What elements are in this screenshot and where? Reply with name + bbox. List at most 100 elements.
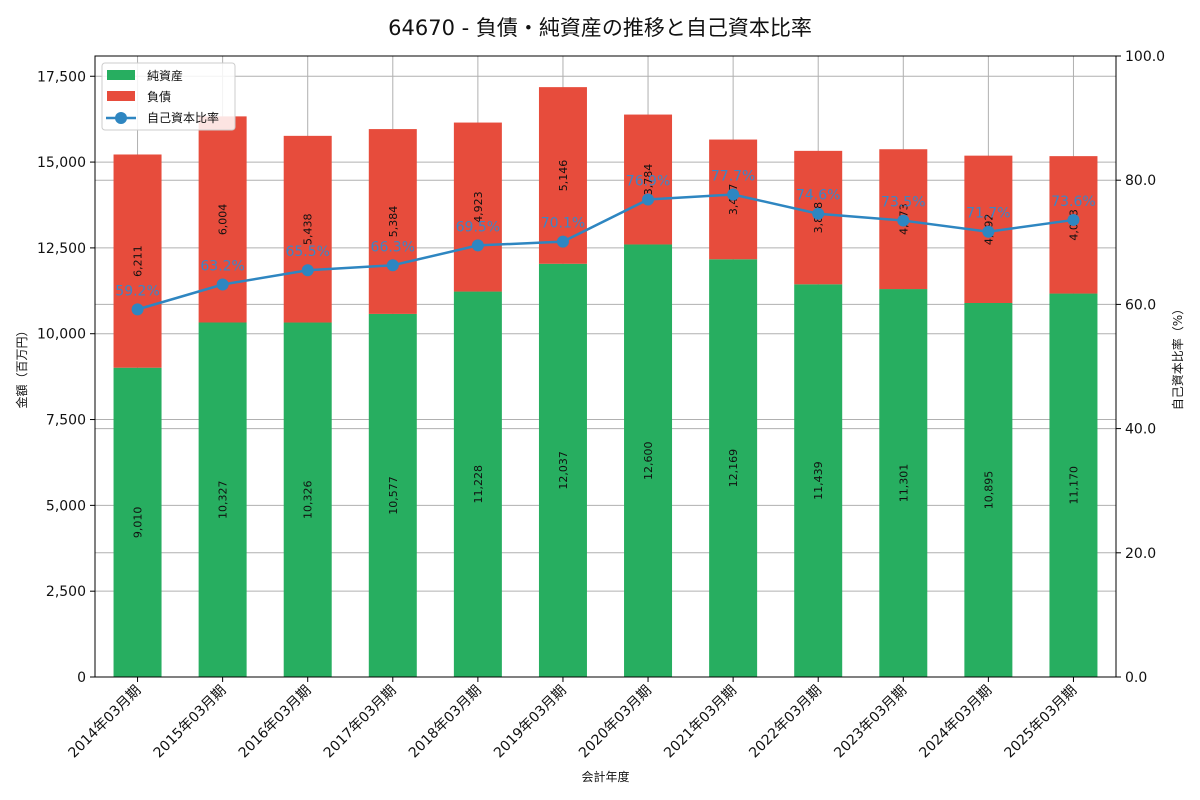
- bar-value-label: 6,004: [217, 204, 230, 236]
- ratio-marker: [982, 225, 995, 238]
- x-tick-label: 2018年03月期: [406, 683, 485, 762]
- ratio-label: 71.7%: [966, 206, 1010, 222]
- ratio-label: 66.3%: [371, 239, 415, 255]
- x-axis-label: 会計年度: [581, 769, 629, 784]
- y-axis-label: 金額（百万円）: [14, 324, 29, 408]
- ratio-marker: [301, 264, 314, 277]
- bar-liabilities: [113, 154, 162, 368]
- x-tick-label: 2025年03月期: [1001, 683, 1080, 762]
- bar-value-label: 5,384: [387, 206, 400, 238]
- y-tick-label: 7,500: [46, 413, 86, 429]
- y2-tick-label: 40.0: [1125, 422, 1156, 438]
- x-tick-label: 2017年03月期: [321, 683, 400, 762]
- bar-liabilities: [283, 135, 332, 323]
- bar-equity: [879, 289, 928, 677]
- ratio-label: 73.5%: [881, 195, 925, 211]
- ratio-marker: [216, 278, 229, 291]
- legend-swatch-equity: [107, 70, 135, 80]
- x-tick-label: 2023年03月期: [831, 683, 910, 762]
- y2-tick-label: 20.0: [1125, 546, 1156, 562]
- ratio-marker: [642, 193, 655, 206]
- ratio-marker: [897, 214, 910, 227]
- x-tick-label: 2022年03月期: [746, 683, 825, 762]
- bar-value-label: 11,228: [472, 465, 485, 504]
- x-tick-label: 2021年03月期: [661, 683, 740, 762]
- bar-value-label: 10,327: [217, 480, 230, 518]
- bar-value-label: 9,010: [132, 507, 145, 539]
- legend-marker: [115, 112, 127, 124]
- plot-frame: [94, 55, 1117, 678]
- bar-equity: [1049, 293, 1098, 677]
- ratio-label: 74.6%: [796, 188, 840, 204]
- bar-equity: [794, 284, 843, 677]
- ratio-marker: [131, 303, 144, 316]
- legend-label: 負債: [147, 89, 171, 104]
- bar-equity: [709, 259, 758, 677]
- bar-value-label: 11,439: [812, 461, 825, 500]
- legend-box: [101, 62, 236, 131]
- bar-equity: [964, 302, 1013, 677]
- legend-label: 自己資本比率: [147, 110, 219, 125]
- bar-value-label: 10,895: [982, 471, 995, 510]
- ratio-marker: [386, 259, 399, 272]
- ratio-label: 59.2%: [115, 283, 159, 299]
- y2-tick-label: 100.0: [1125, 49, 1165, 65]
- bar-value-label: 4,923: [472, 191, 485, 223]
- legend-swatch-liabilities: [107, 91, 135, 101]
- ratio-line: [137, 193, 1074, 311]
- ratio-marker: [471, 239, 484, 252]
- bar-equity: [283, 322, 332, 677]
- bar-equity: [538, 263, 587, 677]
- ratio-label: 77.7%: [711, 168, 755, 184]
- x-tick-label: 2015年03月期: [151, 683, 230, 762]
- bar-value-label: 12,600: [642, 441, 655, 480]
- y-tick-label: 10,000: [37, 327, 86, 343]
- y-tick-label: 5,000: [46, 498, 86, 514]
- x-tick-label: 2014年03月期: [66, 683, 145, 762]
- ratio-label: 70.1%: [541, 216, 585, 232]
- y-tick-label: 0: [77, 670, 86, 686]
- ratio-marker: [812, 207, 825, 220]
- bar-equity: [368, 313, 417, 677]
- y-tick-label: 15,000: [37, 155, 86, 171]
- x-tick-label: 2024年03月期: [916, 683, 995, 762]
- bar-value-label: 11,170: [1067, 466, 1080, 505]
- x-tick-label: 2016年03月期: [236, 683, 315, 762]
- y2-tick-label: 60.0: [1125, 297, 1156, 313]
- bar-liabilities: [368, 129, 417, 314]
- x-tick-label: 2019年03月期: [491, 683, 570, 762]
- bar-value-label: 12,037: [557, 451, 570, 490]
- bar-value-label: 11,301: [897, 464, 910, 503]
- ratio-label: 69.5%: [456, 219, 500, 235]
- x-tick-label: 2020年03月期: [576, 683, 655, 762]
- ratio-marker: [556, 235, 569, 248]
- y2-tick-label: 80.0: [1125, 173, 1156, 189]
- y-tick-label: 12,500: [37, 241, 86, 257]
- bar-value-label: 5,438: [302, 213, 315, 245]
- bar-value-label: 3,784: [642, 164, 655, 196]
- bar-value-label: 12,169: [727, 449, 740, 488]
- ratio-label: 63.2%: [200, 259, 244, 275]
- bar-equity: [198, 322, 247, 677]
- ratio-label: 65.5%: [285, 244, 329, 260]
- bar-equity: [453, 291, 502, 677]
- legend-label: 純資産: [147, 68, 183, 83]
- bar-equity: [113, 367, 162, 677]
- bar-liabilities: [624, 114, 673, 245]
- bar-value-label: 6,211: [132, 245, 145, 277]
- ratio-marker: [727, 188, 740, 201]
- bar-equity: [624, 244, 673, 677]
- bar-liabilities: [453, 122, 502, 292]
- chart-title: 64670 - 負債・純資産の推移と自己資本比率: [388, 16, 812, 40]
- y2-tick-label: 0.0: [1125, 670, 1147, 686]
- y-tick-label: 2,500: [46, 584, 86, 600]
- y-tick-label: 17,500: [37, 69, 86, 85]
- y2-axis-label: 自己資本比率（%）: [1170, 303, 1185, 410]
- bar-value-label: 10,577: [387, 476, 400, 515]
- ratio-marker: [1067, 213, 1080, 226]
- bar-value-label: 10,326: [302, 481, 315, 520]
- bar-value-label: 5,146: [557, 160, 570, 192]
- ratio-label: 73.6%: [1051, 194, 1095, 210]
- ratio-label: 76.9%: [626, 173, 670, 189]
